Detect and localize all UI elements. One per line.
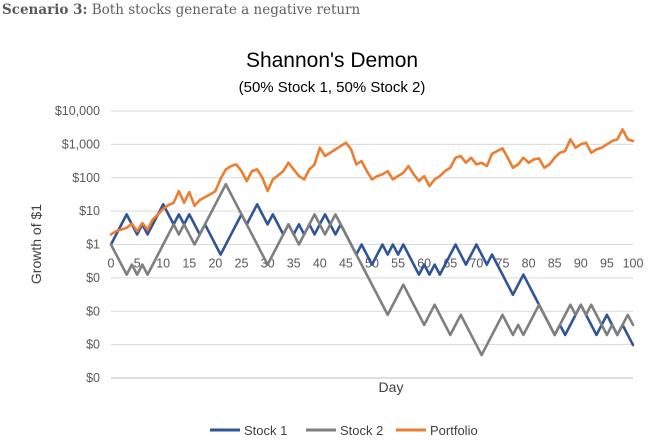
legend-label: Stock 2	[340, 423, 383, 438]
series-lines	[109, 128, 635, 357]
scenario-caption: Scenario 3: Both stocks generate a negat…	[2, 2, 360, 18]
x-tick-label: 40	[313, 257, 327, 271]
x-axis-ticks: 0 5 10 15 20 25 30 35 40 45 50 55 60 65 70 75 80 85 90 95 10…	[108, 257, 644, 271]
x-tick-label: 0	[108, 257, 115, 271]
legend-label: Portfolio	[430, 423, 478, 438]
y-tick-label: $0	[86, 338, 100, 352]
y-tick-label: $1	[86, 238, 100, 252]
series-line-stock-2	[109, 182, 635, 357]
legend-label: Stock 1	[244, 423, 287, 438]
x-axis-label: Day	[379, 379, 404, 395]
grid	[111, 110, 633, 379]
scenario-label: Scenario 3:	[2, 2, 88, 18]
y-tick-label: $1,000	[62, 137, 100, 151]
y-tick-label: $100	[72, 171, 100, 185]
x-tick-label: 70	[469, 257, 483, 271]
x-tick-label: 35	[287, 257, 301, 271]
x-tick-label: 85	[548, 257, 562, 271]
scenario-text: Both stocks generate a negative return	[87, 2, 361, 18]
x-tick-label: 100	[623, 257, 644, 271]
legend: Stock 1 Stock 2 Portfolio	[210, 423, 478, 438]
series-line-portfolio	[109, 128, 635, 236]
x-tick-label: 20	[208, 257, 222, 271]
x-tick-label: 25	[235, 257, 249, 271]
y-axis-ticks: $10,000 $1,000 $100 $10 $1 $0 $0 $0 $0	[55, 104, 100, 385]
x-tick-label: 5	[134, 257, 141, 271]
y-axis-label: Growth of $1	[28, 204, 44, 284]
chart-subtitle: (50% Stock 1, 50% Stock 2)	[239, 79, 426, 96]
x-tick-label: 10	[156, 257, 170, 271]
x-tick-label: 45	[339, 257, 353, 271]
y-tick-label: $10,000	[55, 104, 100, 118]
chart-title: Shannon's Demon	[246, 49, 418, 72]
x-tick-label: 80	[522, 257, 536, 271]
x-tick-label: 55	[391, 257, 405, 271]
y-tick-label: $10	[79, 204, 100, 218]
x-tick-label: 95	[600, 257, 614, 271]
y-tick-label: $0	[86, 304, 100, 318]
y-tick-label: $0	[86, 371, 100, 385]
x-tick-label: 15	[182, 257, 196, 271]
series-line-stock-1	[109, 203, 635, 347]
y-tick-label: $0	[86, 271, 100, 285]
x-tick-label: 90	[574, 257, 588, 271]
